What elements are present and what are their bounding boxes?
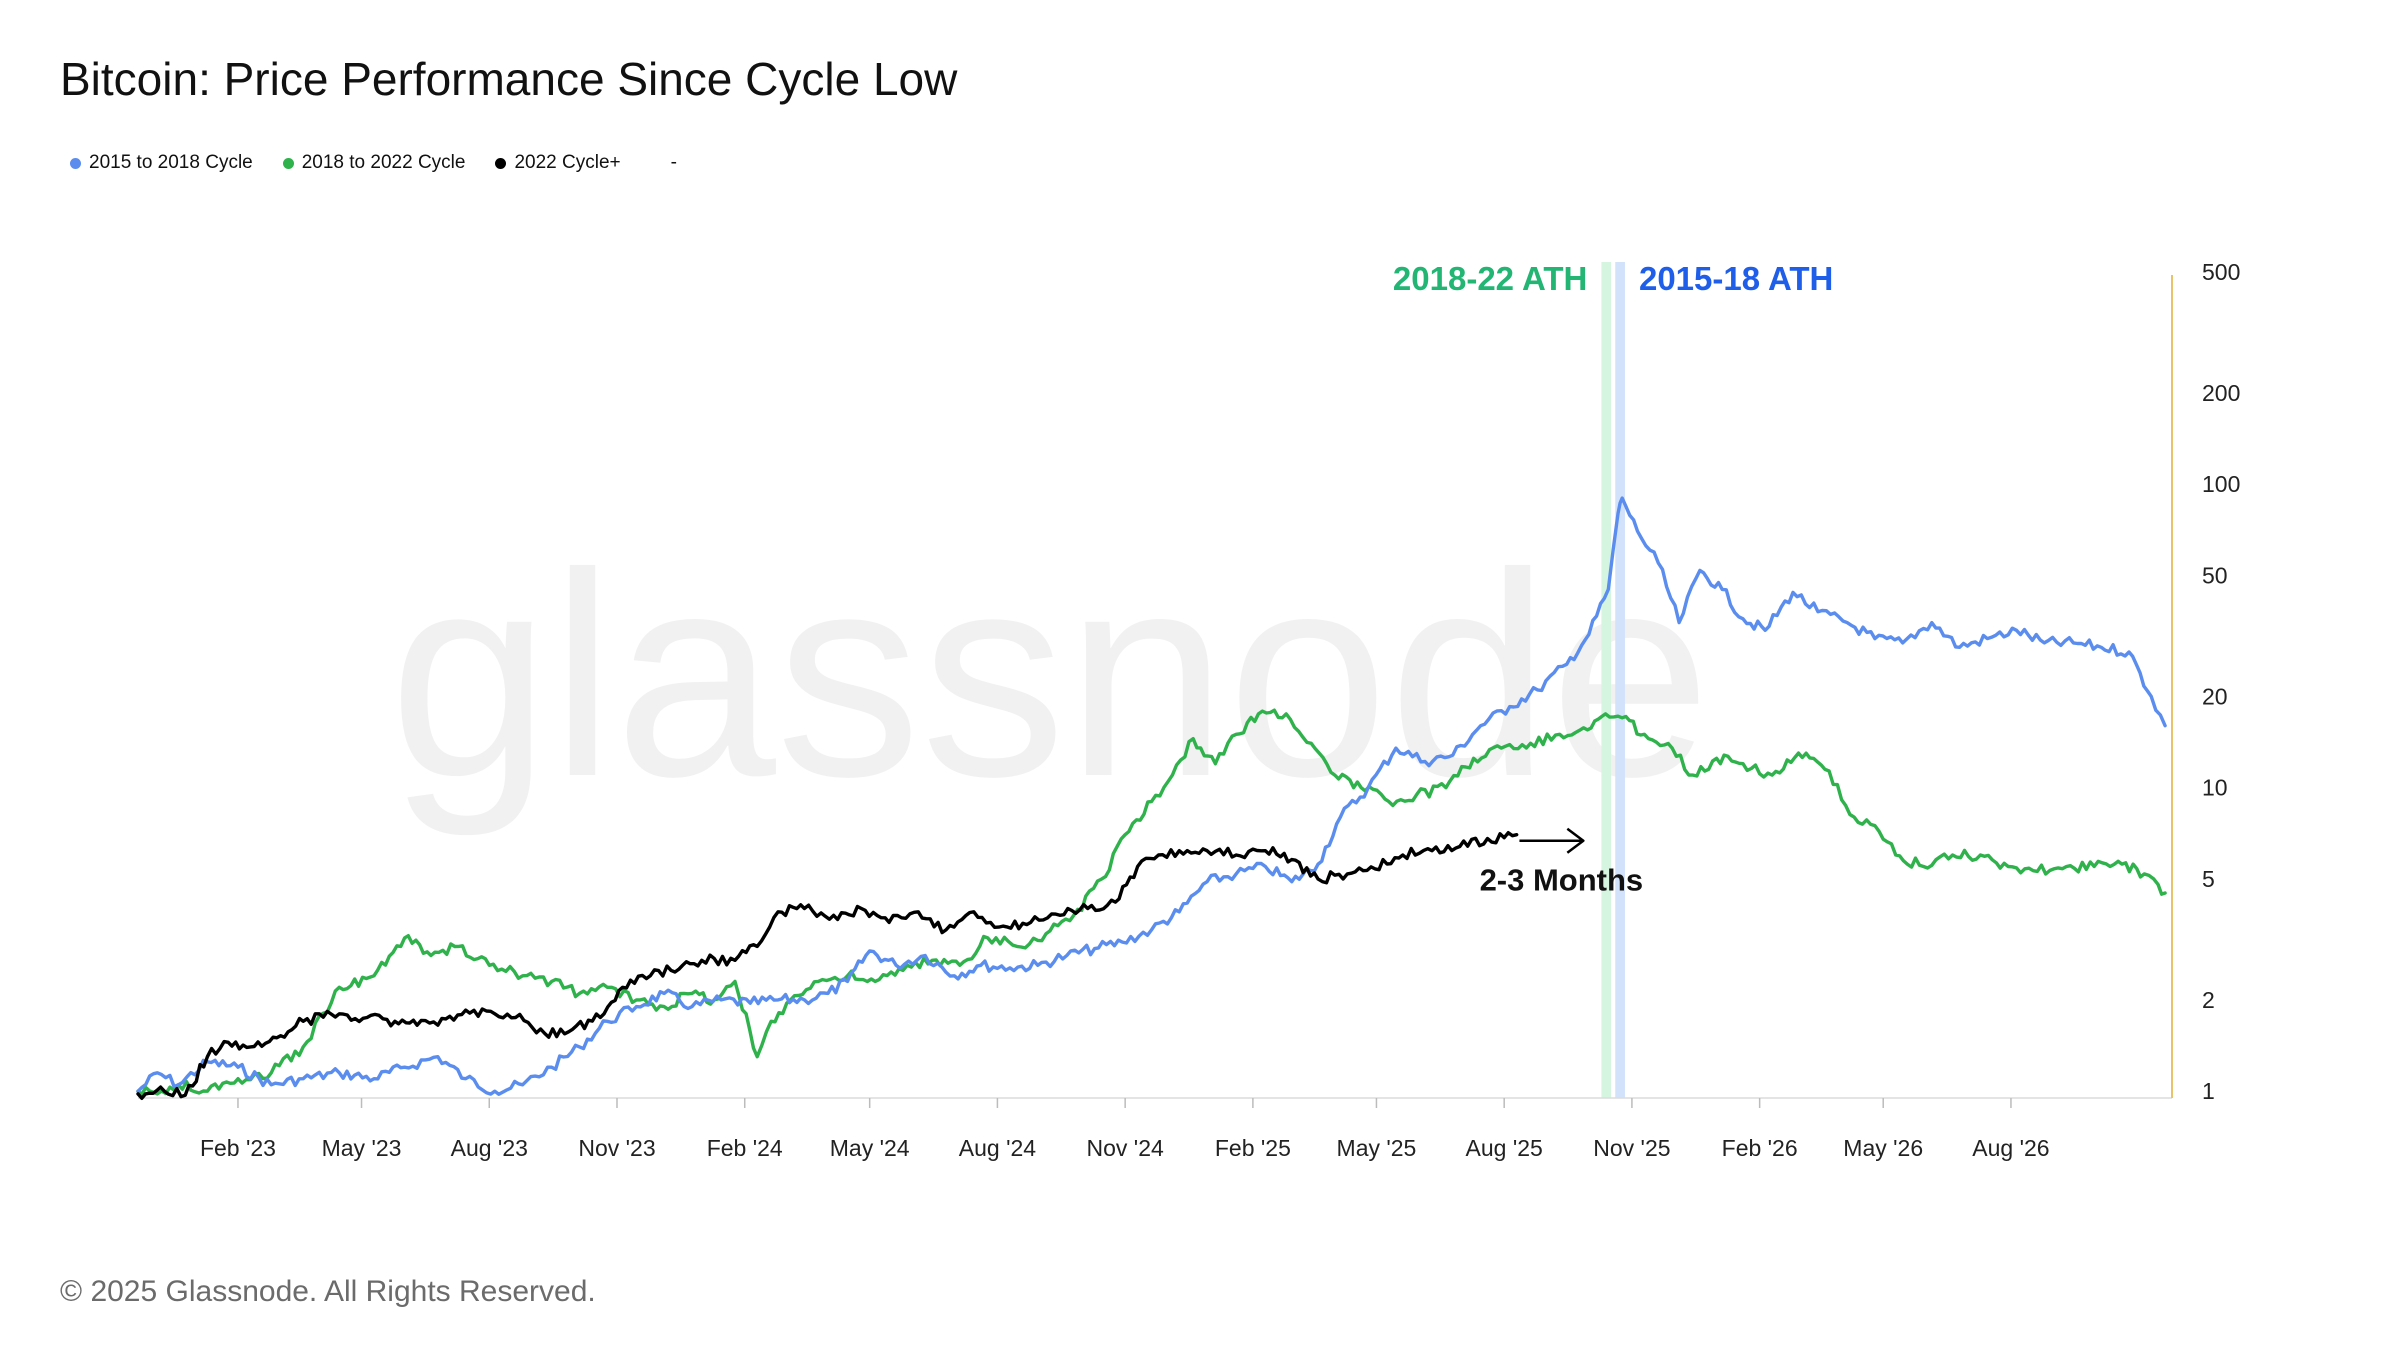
legend-item-2015-2018[interactable]: 2015 to 2018 Cycle	[70, 152, 253, 174]
x-tick-label-7: Nov '24	[1087, 1135, 1164, 1161]
y-tick-label-4: 20	[2202, 683, 2228, 709]
y-tick-label-2: 5	[2202, 866, 2215, 892]
chart-legend: 2015 to 2018 Cycle 2018 to 2022 Cycle 20…	[70, 152, 677, 174]
y-tick-label-8: 500	[2202, 259, 2240, 285]
y-tick-label-5: 50	[2202, 563, 2228, 589]
x-tick-label-13: May '26	[1843, 1135, 1923, 1161]
x-tick-label-4: Feb '24	[707, 1135, 783, 1161]
chart-axes: Feb '23 May '23 Aug '23 Nov '23 Feb '24 May '…	[138, 259, 2240, 1161]
y-tick-label-6: 100	[2202, 471, 2240, 497]
legend-label-2018-2022: 2018 to 2022 Cycle	[301, 152, 466, 173]
legend-dot-2018-2022	[282, 157, 294, 169]
y-tick-label-3: 10	[2202, 775, 2228, 801]
ath-band-1	[1615, 262, 1625, 1098]
chart-title: Bitcoin: Price Performance Since Cycle L…	[60, 53, 958, 105]
y-tick-label-1: 2	[2202, 987, 2215, 1013]
legend-extra-dash: -	[670, 152, 677, 173]
copyright-footer: © 2025 Glassnode. All Rights Reserved.	[60, 1275, 596, 1308]
legend-label-2015-2018: 2015 to 2018 Cycle	[89, 152, 253, 173]
ath-band-label-0: 2018-22 ATH	[1393, 260, 1587, 297]
y-tick-label-7: 200	[2202, 380, 2240, 406]
x-tick-label-6: Aug '24	[959, 1135, 1036, 1161]
x-tick-label-10: Aug '25	[1466, 1135, 1543, 1161]
series-line-1	[136, 708, 2167, 1096]
ath-band-label-1: 2015-18 ATH	[1639, 260, 1833, 297]
ath-band-0	[1601, 262, 1612, 1098]
x-tick-label-12: Feb '26	[1722, 1135, 1798, 1161]
series-lines	[136, 496, 2167, 1100]
x-tick-label-2: Aug '23	[451, 1135, 528, 1161]
legend-label-2022-plus: 2022 Cycle+	[514, 152, 621, 173]
annotation-arrowhead	[1566, 827, 1585, 854]
x-tick-label-0: Feb '23	[200, 1135, 276, 1161]
x-tick-label-9: May '25	[1337, 1135, 1417, 1161]
watermark: glassnode	[389, 513, 1711, 838]
legend-item-2018-2022[interactable]: 2018 to 2022 Cycle	[282, 152, 466, 174]
x-tick-label-1: May '23	[322, 1135, 402, 1161]
annotations: 2-3 Months	[1480, 827, 1644, 898]
ath-bands: 2018-22 ATH 2015-18 ATH	[1393, 260, 1833, 1098]
annotation-label: 2-3 Months	[1480, 863, 1644, 898]
series-line-0	[136, 496, 2167, 1096]
x-tick-label-5: May '24	[830, 1135, 910, 1161]
x-tick-label-3: Nov '23	[578, 1135, 655, 1161]
legend-item-2022-plus[interactable]: 2022 Cycle+	[495, 152, 621, 174]
x-tick-label-11: Nov '25	[1593, 1135, 1670, 1161]
legend-dot-2015-2018	[70, 157, 81, 169]
x-tick-label-8: Feb '25	[1215, 1135, 1291, 1161]
legend-dot-2022-plus	[495, 157, 507, 169]
series-line-2	[136, 831, 1519, 1100]
y-tick-label-0: 1	[2202, 1078, 2215, 1104]
x-tick-label-14: Aug '26	[1972, 1135, 2049, 1161]
